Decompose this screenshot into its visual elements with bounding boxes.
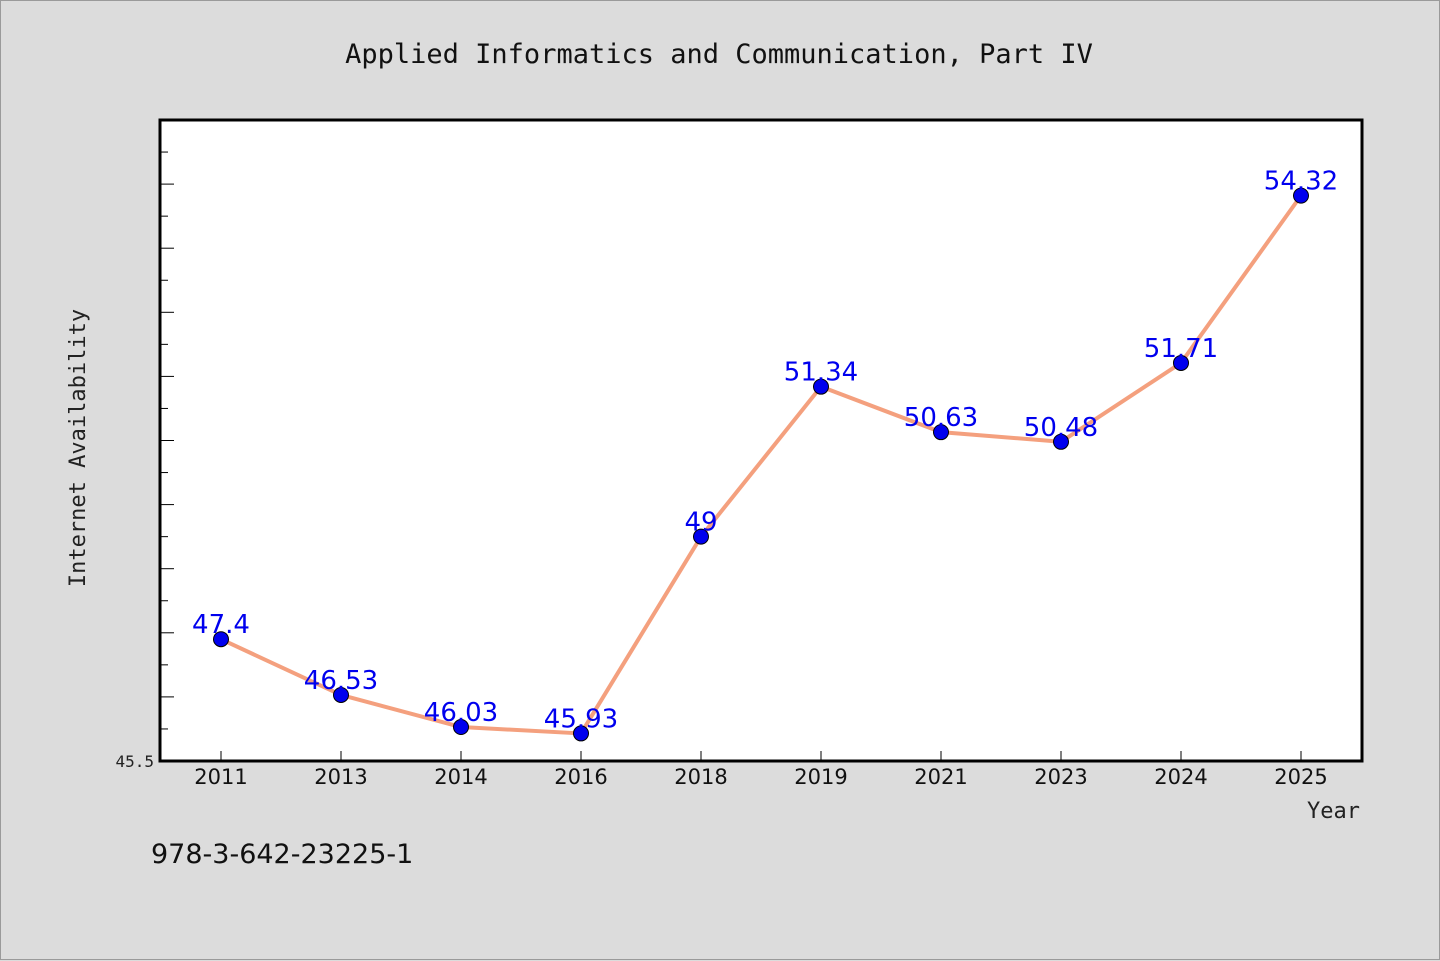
x-tick-label: 2021: [914, 765, 967, 789]
x-tick-label: 2018: [674, 765, 727, 789]
x-axis-title: Year: [1307, 799, 1360, 824]
data-label: 51.71: [1144, 334, 1218, 364]
x-tick-label: 2011: [194, 765, 247, 789]
x-tick-label: 2014: [434, 765, 487, 789]
data-point: [213, 631, 229, 648]
data-label: 45.93: [544, 704, 618, 734]
data-point: [933, 424, 949, 441]
x-tick-label: 2024: [1154, 765, 1207, 789]
x-tick-label: 2025: [1274, 765, 1327, 789]
x-axis-ticks: 2011 2013 2014 2016 2018 2019 2021 2023 2024 2025: [194, 751, 1328, 789]
data-label: 49: [684, 508, 717, 538]
data-point: [693, 528, 709, 545]
series-group: 47.4 46.53 46.03 45.93 49 51.34 50.63 50.48 51.7…: [192, 167, 1338, 742]
x-tick-label: 2016: [554, 765, 607, 789]
chart-title: Applied Informatics and Communication, P…: [345, 39, 1093, 70]
x-tick-label: 2013: [314, 765, 367, 789]
data-point: [1173, 354, 1189, 371]
data-point: [453, 719, 469, 736]
series-line: [220, 194, 1303, 736]
data-point: [813, 378, 829, 395]
data-label: 54.32: [1264, 167, 1338, 197]
data-point: [333, 686, 349, 703]
isbn-text: 978-3-642-23225-1: [151, 839, 413, 870]
data-point: [573, 725, 589, 742]
x-tick-label: 2023: [1034, 765, 1087, 789]
plot-area: [158, 118, 1364, 763]
x-tick-label: 2019: [794, 765, 847, 789]
data-label: 51.34: [784, 358, 858, 388]
y-axis-min-label: 45.5: [115, 752, 154, 771]
data-point: [1293, 187, 1309, 204]
y-axis-ticks: [160, 151, 174, 730]
data-point: [1053, 433, 1069, 450]
y-axis-title: Internet Availability: [66, 309, 91, 587]
data-label: 46.03: [424, 698, 498, 728]
data-label: 50.63: [904, 403, 978, 433]
data-label: 50.48: [1024, 413, 1098, 443]
data-label: 46.53: [304, 666, 378, 696]
data-label: 47.4: [192, 610, 250, 640]
